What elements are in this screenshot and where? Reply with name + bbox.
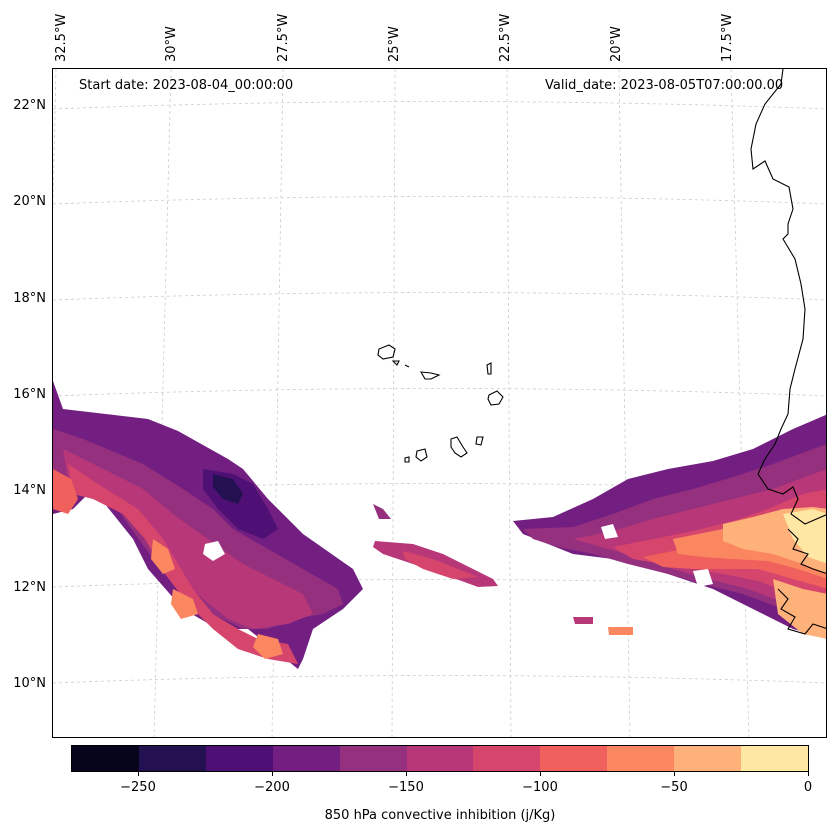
- cin-contour: [783, 509, 826, 564]
- island-sao-nicolau: [419, 371, 441, 380]
- colorbar-segment: [72, 746, 139, 771]
- colorbar-tick: [138, 772, 139, 776]
- cin-contour: [171, 589, 198, 619]
- cin-contour: [63, 449, 313, 629]
- cin-contour: [573, 617, 593, 624]
- colorbar-segment: [406, 746, 474, 771]
- lon-label-20w: 20°W: [609, 26, 624, 62]
- cin-contour: [608, 627, 633, 635]
- lon-label-22-5w: 22.5°W: [498, 13, 513, 62]
- colorbar-segment: [607, 746, 675, 771]
- colorbar-tick: [406, 772, 407, 776]
- lon-label-30w: 30°W: [164, 26, 179, 62]
- cin-contour: [253, 634, 283, 659]
- colorbar-tick: [674, 772, 675, 776]
- colorbar-segment: [339, 746, 407, 771]
- lon-label-32-5w: 32.5°W: [54, 13, 69, 62]
- lat-label-18n: 18°N: [13, 291, 46, 306]
- colorbar-segment: [138, 746, 206, 771]
- cin-gap: [601, 524, 618, 539]
- colorbar-ticklabel: −150: [388, 780, 424, 795]
- gridline-lat-20n: [53, 196, 826, 205]
- map-panel[interactable]: [52, 68, 827, 738]
- island-santo-antao: [377, 344, 396, 360]
- gridline-lon-17-5w: [730, 69, 750, 737]
- colorbar-tick: [540, 772, 541, 776]
- colorbar-segment: [674, 746, 742, 771]
- colorbar: [71, 745, 809, 772]
- island-sal: [486, 362, 492, 375]
- lon-label-25w: 25°W: [387, 26, 402, 62]
- colorbar-ticklabel: −50: [660, 780, 688, 795]
- island-santiago: [450, 436, 468, 458]
- valid-date-label: Valid_date: 2023-08-05T07:00:00.00: [545, 78, 784, 93]
- island-brava: [404, 456, 410, 463]
- island-boa-vista: [487, 390, 504, 406]
- colorbar-ticklabel: 0: [803, 780, 813, 795]
- gridline-lat-16n: [53, 388, 826, 397]
- cin-gap: [693, 569, 713, 587]
- island-fogo: [415, 448, 428, 462]
- coastline-detail: [787, 528, 826, 574]
- lat-label-14n: 14°N: [13, 483, 46, 498]
- cin-contour: [373, 504, 391, 519]
- island-maio: [475, 436, 484, 446]
- gridline-lat-22n: [53, 101, 826, 110]
- colorbar-segment: [272, 746, 340, 771]
- cin-contour: [53, 469, 78, 514]
- colorbar-segment: [540, 746, 608, 771]
- gridline-lon-22-5w: [506, 69, 512, 737]
- colorbar-segment: [473, 746, 541, 771]
- gridline-lon-25w: [391, 69, 396, 737]
- cin-field-east: [513, 414, 826, 639]
- gridline-lat-10n: [53, 675, 826, 684]
- cin-contour: [403, 551, 478, 579]
- lat-label-12n: 12°N: [13, 580, 46, 595]
- colorbar-segment: [205, 746, 273, 771]
- colorbar-ticklabel: −200: [254, 780, 290, 795]
- lon-label-27-5w: 27.5°W: [276, 13, 291, 62]
- gridline-lon-30w: [153, 69, 172, 737]
- cin-gap: [203, 541, 225, 561]
- colorbar-title: 850 hPa convective inhibition (j/Kg): [324, 808, 556, 823]
- coastline-detail: [777, 588, 826, 635]
- cin-contour: [68, 464, 298, 664]
- africa-coastline: [750, 69, 826, 525]
- graticule: [53, 69, 826, 737]
- colorbar-tick: [272, 772, 273, 776]
- colorbar-tick: [808, 772, 809, 776]
- gridline-lat-18n: [53, 292, 826, 301]
- colorbar-ticklabel: −100: [522, 780, 558, 795]
- cin-contour: [151, 539, 175, 574]
- lat-label-20n: 20°N: [13, 194, 46, 209]
- cin-field-west: [53, 381, 363, 669]
- island-santa-luzia: [404, 364, 410, 368]
- lat-label-10n: 10°N: [13, 676, 46, 691]
- coastlines: [377, 69, 826, 635]
- lat-label-16n: 16°N: [13, 387, 46, 402]
- map-canvas: [53, 69, 826, 737]
- lon-label-17-5w: 17.5°W: [720, 13, 735, 62]
- cin-contour: [213, 474, 243, 504]
- island-sao-vicente: [391, 360, 400, 366]
- colorbar-segment: [741, 746, 808, 771]
- colorbar-ticklabel: −250: [120, 780, 156, 795]
- gridline-lon-20w: [618, 69, 631, 737]
- cin-field-central: [373, 504, 498, 587]
- lat-label-22n: 22°N: [13, 98, 46, 113]
- start-date-label: Start date: 2023-08-04_00:00:00: [79, 78, 294, 93]
